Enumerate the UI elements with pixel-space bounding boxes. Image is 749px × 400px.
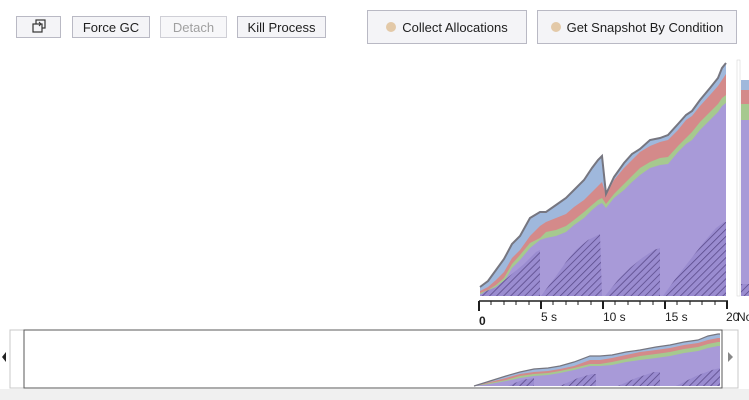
- x-tick-label: 0: [479, 314, 486, 328]
- series-purple-area: [480, 103, 726, 296]
- bottom-scroll-strip[interactable]: [0, 389, 749, 400]
- series-hatched-area: [480, 250, 540, 296]
- kill-process-button[interactable]: Kill Process: [237, 16, 326, 38]
- left-scroll-arrow-icon[interactable]: [2, 352, 6, 362]
- status-dot-icon: [550, 22, 561, 32]
- overview-hatched-area: [508, 378, 534, 386]
- series-hatched-area: [605, 248, 660, 296]
- series-purple-area: [741, 120, 749, 296]
- overview-viewport[interactable]: [23, 329, 723, 389]
- series-hatched-area: [741, 284, 749, 296]
- x-tick-label: 20: [726, 310, 740, 324]
- x-tick-label: 15 s: [665, 310, 688, 324]
- get-snapshot-button[interactable]: Get Snapshot By Condition: [537, 10, 737, 44]
- status-dot-icon: [386, 22, 397, 32]
- truncated-label: No: [737, 310, 749, 324]
- series-hatched-area: [541, 234, 602, 296]
- total-line: [479, 62, 727, 288]
- x-tick-label: 10 s: [603, 310, 626, 324]
- collect-allocations-button[interactable]: Collect Allocations: [367, 10, 527, 44]
- collect-allocations-label: Collect Allocations: [402, 19, 508, 35]
- force-gc-button[interactable]: Force GC: [72, 16, 150, 38]
- overview-hatched-area: [618, 372, 660, 386]
- series-red-area: [741, 90, 749, 104]
- right-scroll-arrow-icon[interactable]: [728, 352, 733, 362]
- detach-button[interactable]: Detach: [160, 16, 227, 38]
- get-snapshot-label: Get Snapshot By Condition: [566, 19, 724, 35]
- overview-hatched-area: [560, 374, 596, 386]
- popout-button[interactable]: [16, 16, 61, 38]
- popout-window-icon: [31, 18, 47, 36]
- x-tick-label: 5 s: [541, 310, 558, 324]
- series-hatched-area: [663, 222, 726, 296]
- series-blue-area: [741, 80, 749, 90]
- overview-hatched-area: [676, 368, 720, 386]
- series-green-area: [741, 104, 749, 120]
- overview-total-line: [473, 333, 720, 387]
- selection-marker[interactable]: [736, 59, 741, 297]
